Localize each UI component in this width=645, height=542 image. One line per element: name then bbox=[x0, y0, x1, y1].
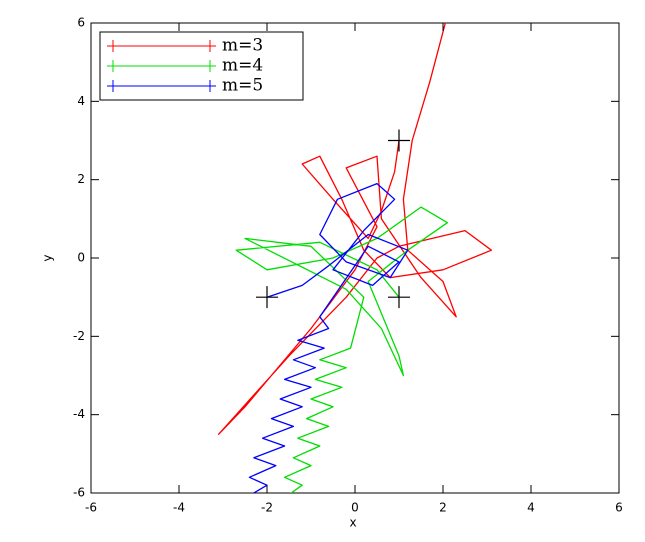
start-marker bbox=[388, 129, 410, 152]
y-tick-label: 6 bbox=[77, 16, 85, 30]
y-axis-label: y bbox=[41, 254, 55, 261]
legend-marker bbox=[204, 40, 216, 52]
x-tick-label: 2 bbox=[439, 501, 447, 515]
legend-marker bbox=[107, 60, 119, 72]
x-tick-label: -4 bbox=[173, 501, 185, 515]
legend-marker bbox=[204, 60, 216, 72]
y-tick-label: 2 bbox=[77, 172, 85, 186]
y-tick-label: -2 bbox=[73, 329, 85, 343]
legend-marker bbox=[107, 40, 119, 52]
legend-marker bbox=[107, 80, 119, 92]
x-tick-label: 4 bbox=[527, 501, 535, 515]
legend-marker bbox=[204, 80, 216, 92]
x-tick-label: -6 bbox=[85, 501, 97, 515]
y-tick-label: -6 bbox=[73, 486, 85, 500]
y-tick-label: -4 bbox=[73, 407, 85, 421]
trajectory bbox=[235, 206, 449, 493]
y-tick-label: 4 bbox=[77, 94, 85, 108]
x-axis-label: x bbox=[349, 516, 356, 530]
start-marker bbox=[388, 286, 410, 309]
trajectory bbox=[248, 182, 409, 493]
legend-label: m=5 bbox=[222, 76, 263, 96]
trajectory bbox=[217, 23, 493, 435]
start-marker bbox=[256, 286, 278, 309]
y-tick-label: 0 bbox=[77, 251, 85, 265]
x-tick-label: -2 bbox=[261, 501, 273, 515]
legend-label: m=3 bbox=[222, 36, 263, 56]
plot-area bbox=[217, 23, 493, 493]
legend-label: m=4 bbox=[222, 56, 263, 76]
x-tick-label: 6 bbox=[615, 501, 623, 515]
x-tick-label: 0 bbox=[351, 501, 359, 515]
